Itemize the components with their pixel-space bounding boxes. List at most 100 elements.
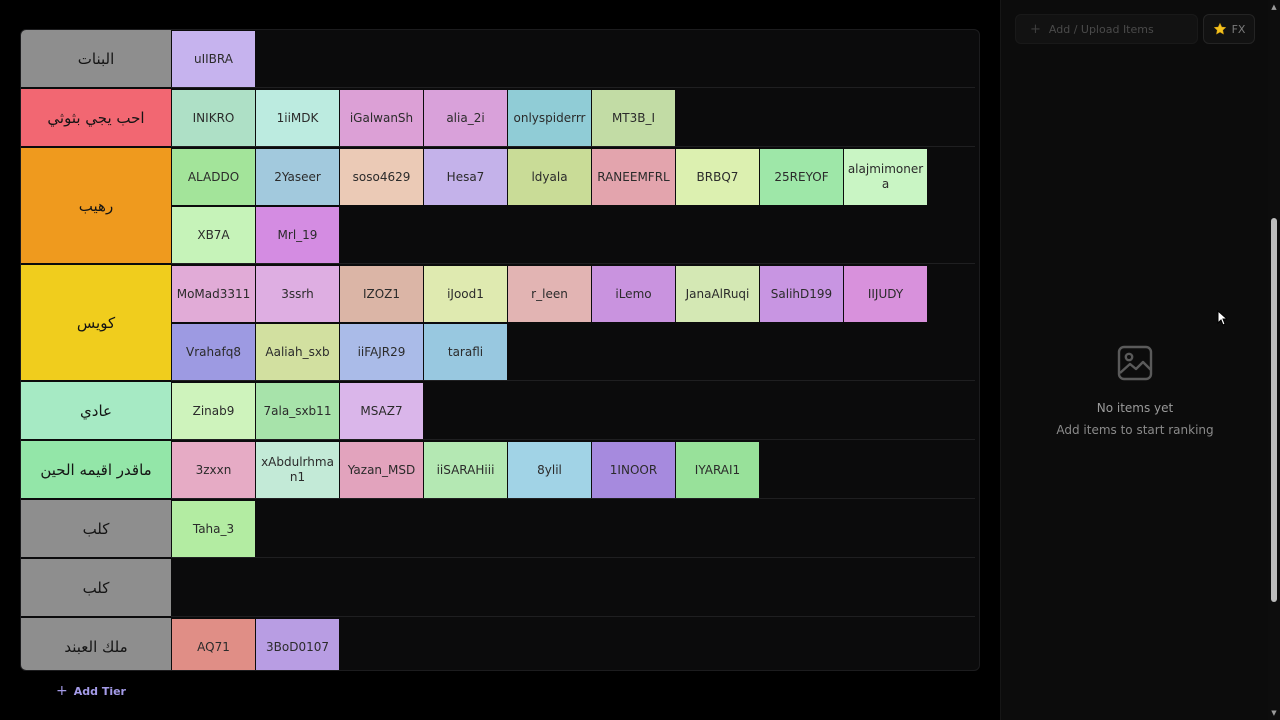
tier-divider [171, 380, 975, 381]
fx-label: FX [1231, 22, 1246, 36]
tier-row: احب يجي بثوثي INIKRO 1iiMDK iGalwanSh alia_2… [21, 89, 979, 147]
tier-item[interactable]: 3ssrh [256, 266, 339, 322]
tier-item[interactable]: 3zxxn [172, 442, 255, 498]
mouse-cursor-icon [1217, 310, 1227, 326]
tier-item[interactable]: iiSARAHiii [424, 442, 507, 498]
tier-items[interactable]: 3zxxn xAbdulrhman1 Yazan_MSD iiSARAHiii 8yli… [172, 442, 932, 498]
scroll-up-icon[interactable]: ▲ [1271, 3, 1277, 11]
tier-row: كلب Taha_3 [21, 500, 979, 558]
tier-item[interactable]: MoMad3311 [172, 266, 255, 322]
side-panel: + Add / Upload Items FX No items yet Add… [1000, 0, 1280, 720]
tier-divider [171, 87, 975, 88]
empty-title: No items yet [1096, 401, 1174, 415]
fx-button[interactable]: FX [1203, 14, 1255, 44]
tier-item[interactable]: 3BoD0107 [256, 619, 339, 670]
tier-item[interactable]: Zinab9 [172, 383, 255, 439]
upload-label: Add / Upload Items [1048, 22, 1154, 36]
tier-item[interactable]: AQ71 [172, 619, 255, 670]
tier-board: البنات uIIBRA احب يجي بثوثي INIKRO 1iiMDK iGa… [20, 29, 980, 671]
tier-item[interactable]: Yazan_MSD [340, 442, 423, 498]
add-tier-button[interactable]: + Add Tier [56, 682, 126, 700]
tier-divider [171, 616, 975, 617]
tier-item[interactable]: 25REYOF [760, 149, 843, 205]
tier-item[interactable]: iiFAJR29 [340, 324, 423, 380]
tier-item[interactable]: 2Yaseer [256, 149, 339, 205]
tier-divider [171, 439, 975, 440]
tier-item[interactable]: r_leen [508, 266, 591, 322]
plus-icon: + [56, 683, 68, 699]
scrollbar-thumb[interactable] [1271, 218, 1277, 602]
tier-item[interactable]: iGalwanSh [340, 90, 423, 146]
tier-label[interactable]: ماقدر اقيمه الحين [21, 441, 171, 499]
tier-item[interactable]: Mrl_19 [256, 207, 339, 263]
tier-item[interactable]: MT3B_I [592, 90, 675, 146]
tier-item[interactable]: 7ala_sxb11 [256, 383, 339, 439]
tier-divider [171, 146, 975, 147]
tier-items[interactable]: Zinab9 7ala_sxb11 MSAZ7 [172, 383, 932, 439]
tier-items[interactable]: uIIBRA [172, 31, 932, 87]
tier-label[interactable]: كويس [21, 265, 171, 381]
scroll-down-icon[interactable]: ▼ [1271, 709, 1277, 717]
add-tier-label: Add Tier [73, 684, 126, 698]
tier-row: عادي Zinab9 7ala_sxb11 MSAZ7 [21, 382, 979, 440]
tier-label[interactable]: احب يجي بثوثي [21, 89, 171, 147]
empty-state: No items yet Add items to start ranking [1001, 345, 1269, 437]
tier-label[interactable]: ملك العبند [21, 618, 171, 670]
tier-item[interactable]: RANEEMFRL [592, 149, 675, 205]
tier-items[interactable]: MoMad3311 3ssrh IZOZ1 iJood1 r_leen iLemo Jana… [172, 266, 932, 380]
tier-label[interactable]: كلب [21, 500, 171, 558]
tier-item[interactable]: IYARAI1 [676, 442, 759, 498]
empty-subtitle: Add items to start ranking [1056, 423, 1214, 437]
tier-row: البنات uIIBRA [21, 30, 979, 88]
tier-item[interactable]: 1iiMDK [256, 90, 339, 146]
tier-item[interactable]: Vrahafq8 [172, 324, 255, 380]
tier-divider [171, 498, 975, 499]
tier-item[interactable]: tarafli [424, 324, 507, 380]
tier-item[interactable]: INIKRO [172, 90, 255, 146]
tier-item[interactable]: IZOZ1 [340, 266, 423, 322]
tier-item[interactable]: IIJUDY [844, 266, 927, 322]
tier-item[interactable]: uIIBRA [172, 31, 255, 87]
tier-label[interactable]: البنات [21, 30, 171, 88]
tier-item[interactable]: soso4629 [340, 149, 423, 205]
tier-row: ملك العبند AQ71 3BoD0107 [21, 618, 979, 670]
tier-item[interactable]: MSAZ7 [340, 383, 423, 439]
tier-items[interactable]: ALADDO 2Yaseer soso4629 Hesa7 ldyala RANEEMFR… [172, 149, 932, 263]
tier-items[interactable]: INIKRO 1iiMDK iGalwanSh alia_2i onlyspiderrr… [172, 90, 932, 146]
star-icon [1213, 22, 1226, 35]
tier-items[interactable]: Taha_3 [172, 501, 932, 557]
add-upload-items-button[interactable]: + Add / Upload Items [1015, 14, 1198, 44]
tier-row: كلب [21, 559, 979, 617]
tier-item[interactable]: Taha_3 [172, 501, 255, 557]
plus-icon: + [1030, 21, 1041, 37]
tier-row: رهيب ALADDO 2Yaseer soso4629 Hesa7 ldyala RANE… [21, 148, 979, 264]
tier-item[interactable]: ALADDO [172, 149, 255, 205]
board-area: البنات uIIBRA احب يجي بثوثي INIKRO 1iiMDK iGa… [20, 29, 980, 700]
tier-item[interactable]: onlyspiderrr [508, 90, 591, 146]
tier-label[interactable]: عادي [21, 382, 171, 440]
tier-item[interactable]: iLemo [592, 266, 675, 322]
tier-divider [171, 263, 975, 264]
tier-items[interactable]: AQ71 3BoD0107 [172, 619, 932, 670]
tier-item[interactable]: alajmimonera [844, 149, 927, 205]
scrollbar[interactable]: ▲ ▼ [1268, 0, 1280, 720]
tier-item[interactable]: BRBQ7 [676, 149, 759, 205]
tier-divider [171, 557, 975, 558]
tier-row: كويس MoMad3311 3ssrh IZOZ1 iJood1 r_leen iLemo… [21, 265, 979, 381]
tier-item[interactable]: 1INOOR [592, 442, 675, 498]
tier-item[interactable]: iJood1 [424, 266, 507, 322]
image-icon [1117, 345, 1153, 381]
tier-item[interactable]: Aaliah_sxb [256, 324, 339, 380]
tier-item[interactable]: xAbdulrhman1 [256, 442, 339, 498]
tier-item[interactable]: Hesa7 [424, 149, 507, 205]
tier-item[interactable]: XB7A [172, 207, 255, 263]
tier-item[interactable]: ldyala [508, 149, 591, 205]
tier-item[interactable]: JanaAlRuqi [676, 266, 759, 322]
tier-item[interactable]: SalihD199 [760, 266, 843, 322]
tier-row: ماقدر اقيمه الحين 3zxxn xAbdulrhman1 Yazan_… [21, 441, 979, 499]
tier-label[interactable]: رهيب [21, 148, 171, 264]
tier-item[interactable]: alia_2i [424, 90, 507, 146]
tier-label[interactable]: كلب [21, 559, 171, 617]
tier-item[interactable]: 8ylil [508, 442, 591, 498]
